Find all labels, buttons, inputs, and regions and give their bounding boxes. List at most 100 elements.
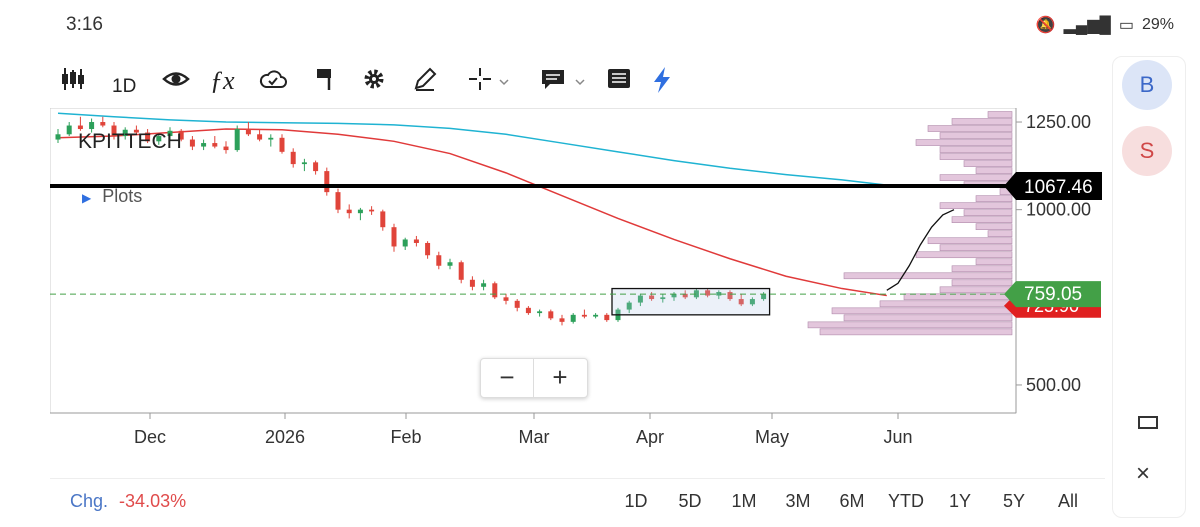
range-selector: 1D 5D 1M 3M 6M YTD 1Y 5Y All <box>609 491 1095 512</box>
candle-body <box>693 290 699 298</box>
candle-body <box>201 143 207 147</box>
candle-body <box>55 134 61 140</box>
candle-body <box>402 239 408 247</box>
volume-profile-bar <box>939 132 1013 139</box>
volume-profile-bar <box>831 307 1013 315</box>
status-bar: 3:16 🔕 ▂▄▆█ ▭ 29% <box>0 0 1200 50</box>
candle-body <box>391 227 397 247</box>
function-icon[interactable]: ƒx <box>210 66 235 95</box>
y-tick-label: 1250.00 <box>1026 112 1091 132</box>
candlestick-icon[interactable] <box>60 66 86 98</box>
status-icons: 🔕 ▂▄▆█ ▭ 29% <box>1036 15 1174 35</box>
volume-profile-bar <box>951 216 1013 223</box>
level-tag-label: 1067.46 <box>1024 177 1093 198</box>
side-panel <box>1112 56 1186 518</box>
list-icon[interactable] <box>606 66 632 98</box>
candle-body <box>290 151 296 165</box>
flag-icon[interactable] <box>314 66 336 98</box>
close-icon[interactable]: × <box>1136 460 1151 487</box>
candle-body <box>716 292 722 296</box>
range-1m[interactable]: 1M <box>731 491 757 511</box>
candle-body <box>738 299 744 305</box>
x-tick-label: Feb <box>390 427 421 447</box>
candle-body <box>705 290 711 296</box>
candle-body <box>89 122 95 130</box>
chart-area[interactable]: 1250.001000.00750.00500.00Dec2026FebMarA… <box>49 107 1105 466</box>
candle-body <box>469 279 475 287</box>
change-label: Chg. <box>70 491 109 511</box>
candle-body <box>66 125 72 135</box>
volume-profile-bar <box>939 174 1013 181</box>
mute-icon: 🔕 <box>1035 17 1056 34</box>
volume-profile-bar <box>951 118 1013 125</box>
zoom-out-button[interactable]: − <box>481 359 534 397</box>
range-6m[interactable]: 6M <box>839 491 865 511</box>
interval-selector[interactable]: 1D <box>112 76 137 97</box>
candle-body <box>279 137 285 152</box>
eye-icon[interactable] <box>162 66 190 98</box>
candle-body <box>223 146 229 151</box>
range-3m[interactable]: 3M <box>785 491 811 511</box>
candle-body <box>156 136 162 142</box>
lightning-icon[interactable] <box>650 66 674 100</box>
cloud-icon[interactable] <box>258 66 288 98</box>
candle-body <box>727 292 733 300</box>
buy-button[interactable]: B <box>1122 60 1172 110</box>
triangle-icon: ▶ <box>82 191 92 205</box>
volume-profile-bar <box>987 230 1013 238</box>
series-line-0 <box>57 112 887 186</box>
candle-body <box>481 283 487 287</box>
y-tick-label: 1000.00 <box>1026 200 1091 220</box>
range-1d[interactable]: 1D <box>624 491 648 511</box>
volume-profile-bar <box>927 125 1013 132</box>
x-tick-label: Jun <box>883 427 912 447</box>
pencil-icon[interactable] <box>412 66 438 98</box>
volume-profile-bar <box>939 146 1013 153</box>
x-tick-label: 2026 <box>265 427 305 447</box>
chart-svg[interactable]: 1250.001000.00750.00500.00Dec2026FebMarA… <box>49 107 1105 466</box>
comment-icon[interactable] <box>540 66 588 98</box>
volume-profile-bar <box>975 167 1013 174</box>
candle-body <box>111 125 117 137</box>
battery-percent: 29% <box>1141 16 1174 33</box>
range-ytd[interactable]: YTD <box>888 491 924 511</box>
volume-profile-bar <box>939 286 1013 294</box>
volume-profile-bar <box>807 321 1013 329</box>
candle-body <box>77 125 83 130</box>
highlight-box <box>611 287 771 316</box>
sell-button[interactable]: S <box>1122 126 1172 176</box>
x-tick-label: Mar <box>519 427 550 447</box>
x-tick-label: May <box>755 427 789 447</box>
volume-profile-bar <box>975 223 1013 231</box>
candle-body <box>413 239 419 243</box>
change-value: -34.03% <box>119 491 187 511</box>
zoom-in-button[interactable]: + <box>552 362 568 392</box>
candle-body <box>649 295 655 300</box>
volume-profile-bar <box>819 328 1013 336</box>
clock: 3:16 <box>66 14 103 35</box>
crosshair-icon[interactable] <box>468 66 512 98</box>
volume-profile-bar <box>975 258 1013 266</box>
bottom-bar: Chg. -34.03% 1D 5D 1M 3M 6M YTD 1Y 5Y All <box>50 478 1105 523</box>
gear-icon[interactable] <box>362 66 386 98</box>
candle-body <box>425 242 431 256</box>
range-all[interactable]: All <box>1057 491 1078 511</box>
candle-body <box>313 162 319 172</box>
fullscreen-icon[interactable] <box>1136 410 1160 440</box>
volume-profile-bar <box>843 314 1013 322</box>
range-5d[interactable]: 5D <box>678 491 702 511</box>
volume-profile-bar <box>963 209 1013 216</box>
candle-body <box>100 122 106 126</box>
symbol-label[interactable]: KPITTECH <box>78 130 182 153</box>
volume-profile-bar <box>975 195 1013 202</box>
volume-profile-bar <box>879 300 1013 308</box>
candle-body <box>369 209 375 212</box>
range-5y[interactable]: 5Y <box>1002 491 1026 511</box>
candle-body <box>682 293 688 298</box>
candle-body <box>380 211 386 228</box>
candle-body <box>122 129 128 137</box>
range-1y[interactable]: 1Y <box>948 491 972 511</box>
candle-body <box>593 314 599 317</box>
candle-body <box>301 162 307 165</box>
plots-toggle[interactable]: ▶ Plots <box>82 186 142 207</box>
